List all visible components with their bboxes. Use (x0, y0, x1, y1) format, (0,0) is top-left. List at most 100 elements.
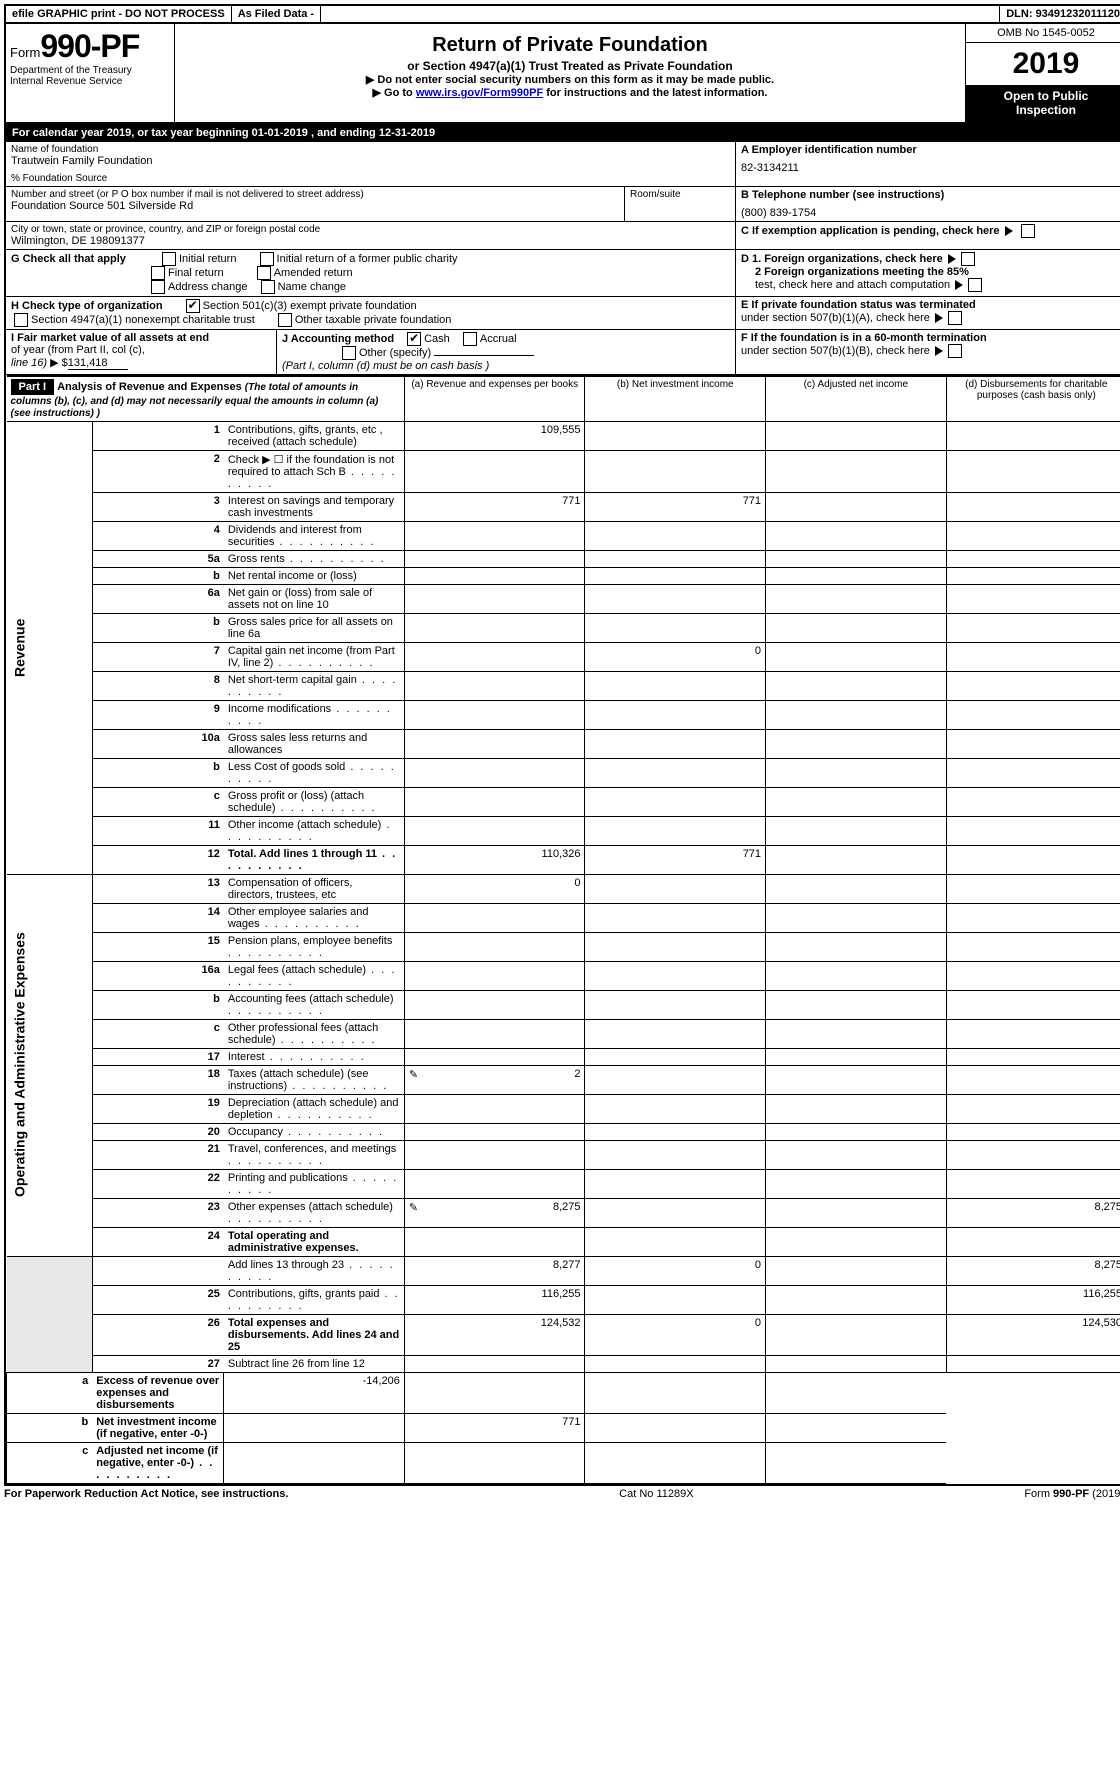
ident-row3: City or town, state or province, country… (6, 222, 1120, 250)
row-desc: Taxes (attach schedule) (see instruction… (224, 1065, 405, 1094)
cell-c (766, 1169, 947, 1198)
cell-c (766, 1198, 947, 1227)
attach-icon[interactable]: ✎ (409, 1201, 418, 1214)
c-checkbox[interactable] (1021, 224, 1035, 238)
row-desc: Interest (224, 1048, 405, 1065)
g-label: G Check all that apply (11, 253, 126, 265)
row-desc: Dividends and interest from securities (224, 521, 405, 550)
phone-label: B Telephone number (see instructions) (741, 189, 944, 201)
dln-value: 93491232011120 (1036, 8, 1120, 20)
cell-a (224, 1413, 405, 1442)
cell-a (404, 700, 585, 729)
cell-b: 0 (585, 642, 766, 671)
irs-link[interactable]: www.irs.gov/Form990PF (416, 87, 543, 99)
cell-d (946, 700, 1120, 729)
cell-c (766, 700, 947, 729)
cell-a (404, 1355, 585, 1372)
h-other-checkbox[interactable] (278, 313, 292, 327)
row-number: b (92, 613, 224, 642)
row-desc: Gross rents (224, 550, 405, 567)
cell-d (946, 874, 1120, 903)
d1-checkbox[interactable] (961, 252, 975, 266)
j-accrual-checkbox[interactable] (463, 332, 477, 346)
foundation-name: Trautwein Family Foundation (11, 155, 730, 167)
f-checkbox[interactable] (948, 344, 962, 358)
cell-b: 0 (585, 1256, 766, 1285)
row-desc: Printing and publications (224, 1169, 405, 1198)
h-501c3-checkbox[interactable] (186, 299, 200, 313)
cell-a: 110,326 (404, 845, 585, 874)
attach-icon[interactable]: ✎ (409, 1068, 418, 1081)
g-final-checkbox[interactable] (151, 266, 165, 280)
col-a-hdr: (a) Revenue and expenses per books (404, 376, 585, 422)
cell-a: -14,206 (224, 1372, 405, 1413)
cell-b: 771 (404, 1413, 585, 1442)
cell-c (766, 816, 947, 845)
g-address-checkbox[interactable] (151, 280, 165, 294)
g-amended-checkbox[interactable] (257, 266, 271, 280)
footer-right-post: (2019) (1089, 1488, 1120, 1500)
table-row: cGross profit or (loss) (attach schedule… (7, 787, 1120, 816)
row-desc: Excess of revenue over expenses and disb… (92, 1372, 224, 1413)
cell-d (946, 1140, 1120, 1169)
g-initial-checkbox[interactable] (162, 252, 176, 266)
row-number: 2 (92, 450, 224, 492)
form-title: Return of Private Foundation (183, 34, 957, 57)
cell-b (585, 1019, 766, 1048)
cell-b (404, 1372, 585, 1413)
cell-b (585, 961, 766, 990)
city-value: Wilmington, DE 198091377 (11, 235, 730, 247)
cell-a (224, 1442, 405, 1483)
cell-c (766, 729, 947, 758)
cell-a: 116,255 (404, 1285, 585, 1314)
row-desc: Other income (attach schedule) (224, 816, 405, 845)
footer-right-form: 990-PF (1053, 1488, 1089, 1500)
cell-d (946, 421, 1120, 450)
cell-a (404, 1169, 585, 1198)
cell-d (946, 1227, 1120, 1256)
h-e-row: H Check type of organization Section 501… (6, 297, 1120, 330)
ein-cell: A Employer identification number 82-3134… (736, 142, 1120, 187)
cell-b (585, 671, 766, 700)
row-number: 13 (92, 874, 224, 903)
g-opt3: Amended return (274, 267, 353, 279)
cell-a (404, 990, 585, 1019)
table-row: 25Contributions, gifts, grants paid116,2… (7, 1285, 1120, 1314)
street-cell: Number and street (or P O box number if … (6, 187, 625, 222)
d2-checkbox[interactable] (968, 278, 982, 292)
cell-c (766, 1355, 947, 1372)
h-4947-checkbox[interactable] (14, 313, 28, 327)
ident-row2: Number and street (or P O box number if … (6, 187, 1120, 222)
row-number: 8 (92, 671, 224, 700)
expenses-side-label: Operating and Administrative Expenses (7, 874, 93, 1256)
cell-b (585, 550, 766, 567)
cell-c (766, 874, 947, 903)
cell-d (766, 1413, 947, 1442)
street-value: Foundation Source 501 Silverside Rd (11, 200, 619, 212)
cell-c (766, 1256, 947, 1285)
j-cell: J Accounting method Cash Accrual Other (… (277, 330, 736, 375)
g-name-checkbox[interactable] (261, 280, 275, 294)
summary-side (7, 1256, 93, 1372)
row-number: c (7, 1442, 93, 1483)
g-initial-former-checkbox[interactable] (260, 252, 274, 266)
g-opt4: Address change (168, 281, 248, 293)
cell-d: 8,275 (946, 1198, 1120, 1227)
cell-c (766, 671, 947, 700)
cell-c (766, 758, 947, 787)
j-cash-checkbox[interactable] (407, 332, 421, 346)
j-other-checkbox[interactable] (342, 346, 356, 360)
cell-a: 8,277 (404, 1256, 585, 1285)
cell-b (585, 787, 766, 816)
cell-d (946, 932, 1120, 961)
e-checkbox[interactable] (948, 311, 962, 325)
table-row: cAdjusted net income (if negative, enter… (7, 1442, 1120, 1483)
g-opt5: Name change (278, 281, 347, 293)
form-container: efile GRAPHIC print - DO NOT PROCESS As … (4, 4, 1120, 1486)
j-other-input[interactable] (434, 355, 534, 356)
i-cell: I Fair market value of all assets at end… (6, 330, 277, 375)
cell-a (404, 932, 585, 961)
table-row: 21Travel, conferences, and meetings (7, 1140, 1120, 1169)
warn1-text: Do not enter social security numbers on … (377, 74, 774, 86)
dln-cell: DLN: 93491232011120 (999, 6, 1120, 22)
